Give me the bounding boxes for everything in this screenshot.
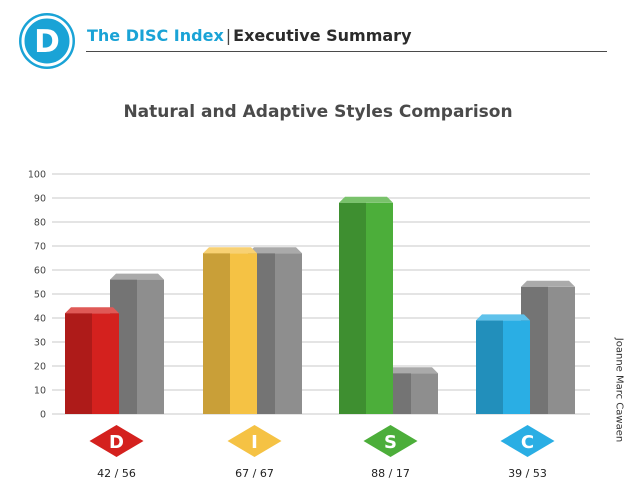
y-tick-label: 50 (34, 290, 46, 301)
y-tick-label: 20 (34, 362, 46, 373)
bar-natural-d-top-face (65, 307, 119, 314)
category-value-label: 39 / 53 (508, 467, 547, 480)
disc-logo-icon: D (19, 13, 75, 69)
y-tick-label: 80 (34, 218, 46, 229)
bar-natural-s-top-face (339, 196, 393, 203)
label-layer: 0 10 20 30 40 50 60 70 80 90 100 D 42 / 56 I 67 / 67 S 8… (28, 170, 555, 480)
logo-letter: D (34, 24, 60, 60)
bar-natural-s (339, 196, 393, 414)
y-tick-label: 30 (34, 338, 46, 349)
category-diamond-icon (500, 425, 555, 457)
bar-natural-c-left-face (476, 320, 503, 414)
header-separator: | (225, 26, 232, 45)
bar-adaptive-d-top-face (110, 273, 164, 280)
page-header: The DISC Index | Executive Summary (87, 26, 412, 46)
y-tick-label: 0 (40, 410, 46, 421)
y-tick-label: 10 (34, 386, 46, 397)
category-value-label: 42 / 56 (97, 467, 136, 480)
category-diamond-icon (89, 425, 144, 457)
y-tick-label: 70 (34, 242, 46, 253)
y-tick-label: 60 (34, 266, 46, 277)
bar-natural-i (203, 247, 257, 414)
category-letter: D (109, 432, 124, 453)
chart-title: Natural and Adaptive Styles Comparison (123, 102, 512, 122)
category-value-label: 88 / 17 (371, 467, 410, 480)
category-letter: S (384, 432, 397, 453)
bar-adaptive-s-top-face (384, 367, 438, 374)
header-divider (86, 51, 607, 52)
category-letter: I (251, 432, 258, 453)
bar-natural-i-left-face (203, 253, 230, 414)
section-title: Executive Summary (233, 26, 412, 45)
credit-text: Joanne Marc Cawaen (613, 337, 625, 443)
bar-adaptive-c-top-face (521, 280, 575, 287)
bar-natural-s-left-face (339, 202, 366, 414)
y-tick-label: 100 (28, 170, 46, 181)
bar-natural-c (476, 314, 530, 414)
bar-natural-i-top-face (203, 247, 257, 254)
y-tick-label: 90 (34, 194, 46, 205)
bar-natural-d-left-face (65, 313, 92, 414)
side-credit: Joanne Marc Cawaen (609, 300, 629, 480)
category-diamond-icon (227, 425, 282, 457)
bar-natural-c-top-face (476, 314, 530, 321)
y-tick-label: 40 (34, 314, 46, 325)
bar-layer (65, 196, 575, 414)
bar-adaptive-i-top-face (248, 247, 302, 254)
bar-natural-d (65, 307, 119, 414)
category-letter: C (521, 432, 534, 453)
category-diamond-icon (363, 425, 418, 457)
brand-title: The DISC Index (87, 26, 224, 45)
category-value-label: 67 / 67 (235, 467, 274, 480)
